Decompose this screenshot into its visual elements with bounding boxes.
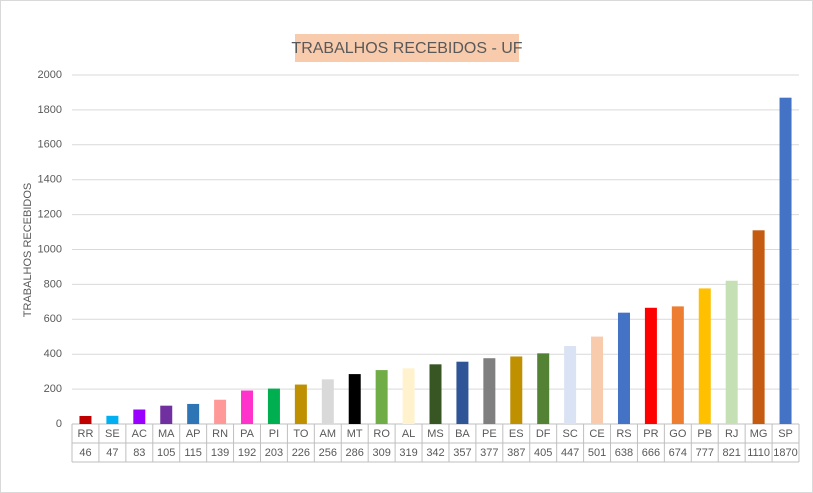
title-background — [295, 34, 519, 62]
chart-title: TRABALHOS RECEBIDOS - UF — [291, 40, 522, 57]
x-tick-label: AP — [186, 428, 201, 440]
table-value: 387 — [507, 447, 525, 459]
x-tick-label: ES — [509, 428, 524, 440]
table-value: 105 — [157, 447, 175, 459]
x-tick-label: RN — [212, 428, 228, 440]
bar — [779, 97, 792, 424]
bar — [294, 384, 307, 424]
table-value: 674 — [669, 447, 687, 459]
x-tick-label: MS — [427, 428, 444, 440]
y-tick-label: 2000 — [38, 69, 62, 81]
bar — [483, 358, 496, 424]
x-tick-label: RO — [373, 428, 390, 440]
table-value: 286 — [346, 447, 364, 459]
x-tick-label: AM — [320, 428, 337, 440]
bar — [644, 307, 657, 424]
y-tick-label: 600 — [44, 313, 62, 325]
x-tick-label: SP — [778, 428, 793, 440]
x-tick-label: DF — [536, 428, 551, 440]
bar — [591, 336, 604, 424]
table-value: 638 — [615, 447, 633, 459]
table-value: 1870 — [773, 447, 797, 459]
table-value: 501 — [588, 447, 606, 459]
bar — [160, 405, 173, 424]
x-tick-label: SC — [562, 428, 577, 440]
x-tick-label: AL — [402, 428, 415, 440]
table-value: 821 — [723, 447, 741, 459]
bar — [698, 288, 711, 424]
x-tick-label: RR — [78, 428, 94, 440]
x-tick-label: BA — [455, 428, 470, 440]
x-tick-label: CE — [589, 428, 604, 440]
table-value: 139 — [211, 447, 229, 459]
bar — [510, 356, 523, 424]
x-tick-label: PR — [643, 428, 658, 440]
table-value: 377 — [480, 447, 498, 459]
bar — [402, 368, 415, 424]
table-value: 405 — [534, 447, 552, 459]
x-tick-label: MT — [347, 428, 363, 440]
x-tick-label: PB — [697, 428, 712, 440]
bar — [456, 361, 469, 424]
y-tick-label: 1200 — [38, 209, 62, 221]
x-tick-label: MG — [750, 428, 768, 440]
bar — [106, 415, 119, 424]
x-tick-label: RS — [616, 428, 631, 440]
y-tick-label: 1600 — [38, 139, 62, 151]
bar — [375, 370, 388, 424]
table-value: 357 — [453, 447, 471, 459]
y-tick-label: 800 — [44, 278, 62, 290]
x-tick-label: RJ — [725, 428, 738, 440]
bar — [267, 388, 280, 424]
table-value: 342 — [426, 447, 444, 459]
table-value: 309 — [372, 447, 390, 459]
table-value: 666 — [642, 447, 660, 459]
x-tick-label: SE — [105, 428, 120, 440]
table-value: 115 — [184, 447, 202, 459]
bar — [752, 230, 765, 424]
x-tick-label: AC — [132, 428, 147, 440]
bar — [241, 390, 254, 424]
bar — [537, 353, 550, 424]
y-tick-label: 1800 — [38, 104, 62, 116]
table-value: 203 — [265, 447, 283, 459]
table-value: 256 — [319, 447, 337, 459]
bar — [564, 345, 577, 424]
x-tick-label: MA — [158, 428, 175, 440]
bar — [348, 374, 361, 424]
table-value: 47 — [106, 447, 118, 459]
x-tick-label: TO — [293, 428, 309, 440]
bar — [671, 306, 684, 424]
y-tick-label: 400 — [44, 348, 62, 360]
y-tick-label: 1000 — [38, 243, 62, 255]
table-value: 192 — [238, 447, 256, 459]
table-value: 1110 — [747, 447, 770, 459]
bar — [214, 399, 227, 424]
table-value: 447 — [561, 447, 579, 459]
bar — [321, 379, 334, 424]
bar — [79, 415, 92, 424]
y-axis-label: TRABALHOS RECEBIDOS — [22, 183, 34, 317]
x-tick-label: PI — [269, 428, 279, 440]
y-tick-label: 0 — [56, 418, 62, 430]
bar — [725, 280, 738, 424]
y-tick-label: 1400 — [38, 174, 62, 186]
x-tick-label: PA — [240, 428, 255, 440]
table-value: 777 — [696, 447, 714, 459]
x-tick-label: PE — [482, 428, 497, 440]
table-value: 46 — [79, 447, 91, 459]
table-value: 319 — [399, 447, 417, 459]
bar — [617, 312, 630, 424]
table-value: 83 — [133, 447, 145, 459]
bar — [429, 364, 442, 424]
x-tick-label: GO — [669, 428, 687, 440]
table-value: 226 — [292, 447, 310, 459]
bar — [133, 409, 146, 424]
bar — [187, 403, 200, 424]
y-tick-label: 200 — [44, 383, 62, 395]
